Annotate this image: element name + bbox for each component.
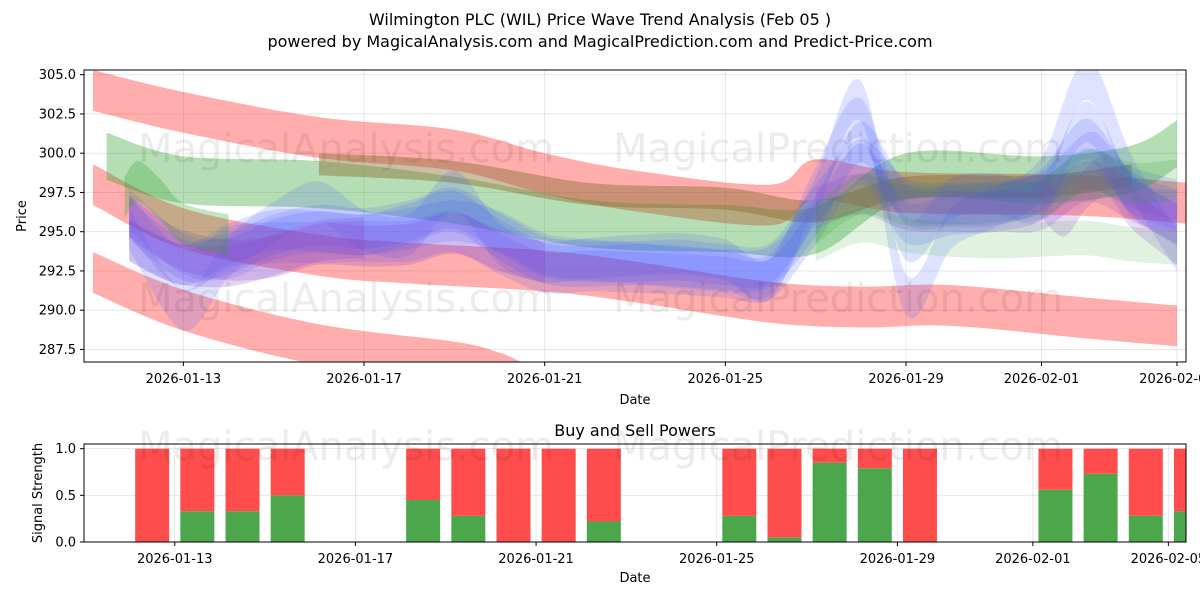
powers-bars <box>135 448 1186 542</box>
buy-bar <box>812 462 847 542</box>
price-wave-line-7 <box>129 217 364 288</box>
powers-xtick-label: 2026-02-05 <box>1131 552 1200 567</box>
price-wave-line-5 <box>129 143 1178 303</box>
price-xtick-label: 2026-01-21 <box>507 372 583 387</box>
watermark-analysis-bottom: MagicalAnalysis.com <box>138 276 554 322</box>
sell-bar <box>722 448 757 516</box>
price-wave-line-9 <box>1041 155 1177 265</box>
powers-xtick-label: 2026-02-01 <box>995 552 1071 567</box>
price-xtick-label: 2026-02-01 <box>1004 372 1080 387</box>
sell-bar <box>586 448 621 522</box>
price-chart-watermarks: MagicalAnalysis.com MagicalPrediction.co… <box>138 126 1063 322</box>
buy-bar <box>1038 489 1073 542</box>
powers-ytick-label: 0.5 <box>55 489 76 504</box>
price-wave-lines <box>124 70 1178 331</box>
sell-bar <box>1083 448 1118 474</box>
watermark-analysis-powers: MagicalAnalysis.com <box>138 424 554 470</box>
price-wave-line-2 <box>129 118 1178 292</box>
price-wave-line-11 <box>815 149 1177 245</box>
price-ytick-label: 300.0 <box>39 147 76 162</box>
buy-bar <box>1083 473 1118 542</box>
buy-bar <box>722 515 757 542</box>
sell-bar <box>541 448 576 542</box>
buy-bar <box>270 495 305 542</box>
price-wave-line-4 <box>129 97 1178 331</box>
buy-bar <box>857 468 892 542</box>
price-chart-frame <box>83 69 1187 363</box>
price-chart-ylabel: Price <box>15 200 30 232</box>
powers-chart-ylabel: Signal Strength <box>31 443 46 543</box>
powers-chart-watermarks: MagicalAnalysis.com MagicalPrediction.co… <box>138 424 1063 470</box>
powers-xtick-label: 2026-01-25 <box>679 552 755 567</box>
buy-bar <box>406 500 441 542</box>
chart-title: Wilmington PLC (WIL) Price Wave Trend An… <box>369 10 831 29</box>
sell-bar <box>496 448 531 542</box>
price-xtick-label: 2026-01-29 <box>868 372 944 387</box>
price-ytick-label: 295.0 <box>39 225 76 240</box>
buy-bar <box>451 515 486 542</box>
price-band-1 <box>93 70 1186 226</box>
price-bands <box>93 70 1186 362</box>
price-ytick-label: 297.5 <box>39 186 76 201</box>
sell-bar <box>406 448 441 500</box>
powers-ytick-label: 0.0 <box>55 536 76 551</box>
sell-bar <box>180 448 215 512</box>
price-chart-ticks: 2026-01-13 2026-01-17 2026-01-21 2026-01-25… <box>39 68 1200 387</box>
powers-chart-title: Buy and Sell Powers <box>554 421 716 440</box>
powers-xtick-label: 2026-01-17 <box>318 552 394 567</box>
powers-chart-ticks: 2026-01-13 2026-01-17 2026-01-21 2026-01-25… <box>55 442 1200 567</box>
sell-bar <box>1173 448 1186 512</box>
watermark-prediction-powers: MagicalPrediction.com <box>613 424 1063 470</box>
powers-ytick-label: 1.0 <box>55 442 76 457</box>
sell-bar <box>270 448 305 496</box>
powers-chart-frame <box>83 443 1187 543</box>
sell-bar <box>812 448 847 463</box>
sell-bar <box>1038 448 1073 490</box>
price-wave-line-10 <box>124 161 229 256</box>
price-xtick-label: 2026-01-17 <box>326 372 402 387</box>
price-wave-line-8 <box>815 160 1177 245</box>
buy-bar <box>767 537 802 542</box>
price-band-2 <box>93 164 1177 347</box>
price-wave-line-1 <box>129 131 1178 289</box>
watermark-analysis-top: MagicalAnalysis.com <box>138 126 554 172</box>
price-wave-line-3 <box>129 70 1177 319</box>
price-ytick-label: 305.0 <box>39 68 76 83</box>
buy-bar <box>180 511 215 542</box>
powers-xtick-label: 2026-01-13 <box>137 552 213 567</box>
watermark-prediction-top: MagicalPrediction.com <box>613 126 1063 172</box>
price-xtick-label: 2026-02-05 <box>1139 372 1200 387</box>
price-band-5 <box>318 153 1132 223</box>
sell-bar <box>225 448 260 512</box>
price-ytick-label: 292.5 <box>39 264 76 279</box>
chart-subtitle: powered by MagicalAnalysis.com and Magic… <box>267 32 932 51</box>
buy-bar <box>586 521 621 542</box>
sell-bar <box>1128 448 1163 516</box>
price-chart-grid <box>84 70 1186 362</box>
price-wave-line-6 <box>129 195 545 284</box>
buy-bar <box>1173 511 1186 542</box>
sell-bar <box>857 448 892 469</box>
powers-xtick-label: 2026-01-21 <box>498 552 574 567</box>
sell-bar <box>767 448 802 538</box>
price-chart-xlabel: Date <box>619 393 650 408</box>
powers-xtick-label: 2026-01-29 <box>860 552 936 567</box>
watermark-prediction-bottom: MagicalPrediction.com <box>613 276 1063 322</box>
sell-bar <box>902 448 937 542</box>
sell-bar <box>451 448 486 516</box>
price-ytick-label: 287.5 <box>39 343 76 358</box>
powers-chart-xlabel: Date <box>619 571 650 586</box>
price-wave-line-12 <box>815 208 1177 265</box>
price-band-4 <box>106 120 1178 258</box>
price-xtick-label: 2026-01-13 <box>146 372 222 387</box>
buy-bar <box>225 511 260 542</box>
price-band-3 <box>93 252 522 362</box>
price-ytick-label: 290.0 <box>39 304 76 319</box>
price-ytick-label: 302.5 <box>39 107 76 122</box>
buy-bar <box>1128 515 1163 542</box>
price-xtick-label: 2026-01-25 <box>688 372 764 387</box>
sell-bar <box>135 448 170 542</box>
